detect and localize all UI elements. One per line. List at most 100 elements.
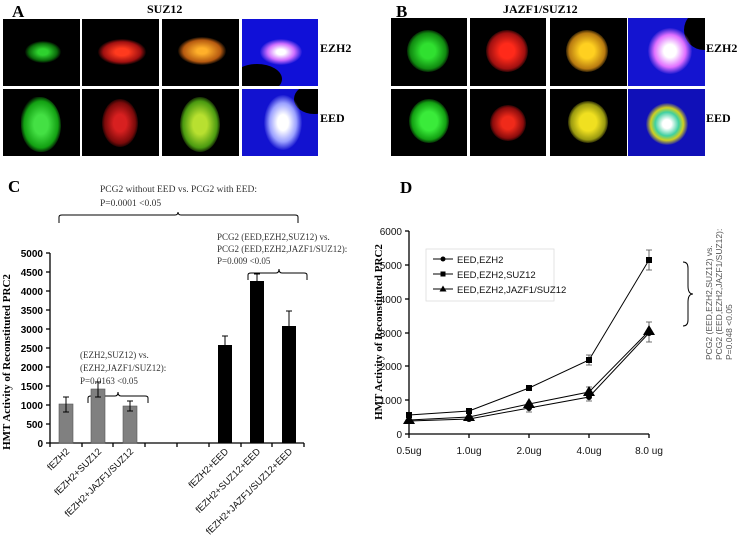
y-tick-d: 5000 [380, 261, 403, 272]
annot-left-line2: (EZH2,JAZF1/SUZ12): [80, 363, 166, 373]
row-label-b-ezh2: EZH2 [706, 41, 738, 55]
annot-top-line1: PCG2 without EED vs. PCG2 with EED: [100, 185, 257, 195]
triangle-marker [583, 386, 595, 396]
micrograph-b-ezh2-red [470, 18, 546, 86]
x-axis-d [408, 433, 650, 438]
y-axis-d [405, 230, 410, 435]
y-axis-label-c: HMT Activity of Reconstituted PRC2 [1, 274, 13, 450]
micrograph-a-ezh2-dapi-merge [242, 19, 318, 86]
y-tick-d: 2000 [380, 362, 403, 373]
side-note-d: PCG2 (EED,EZH2,SUZ12) vs. PCG2 (EED,EZH2… [704, 229, 734, 360]
micrograph-b-eed-merge [550, 89, 627, 156]
y-tick-d: 1000 [380, 396, 403, 407]
legend-label: EED,EZH2,JAZF1/SUZ12 [457, 285, 566, 296]
side-note-line2: PCG2 (EED,EZH2,JAZF1/SUZ12): [714, 229, 724, 360]
y-tick-d: 3000 [380, 329, 403, 340]
bar-fezh2-jazf1-suz12 [122, 405, 138, 444]
y-tick-d: 6000 [380, 227, 403, 238]
micrograph-a-eed-merge [162, 89, 239, 156]
square-marker [526, 385, 532, 391]
panel-b-letter: B [396, 2, 408, 21]
micrograph-b-ezh2-green [391, 18, 467, 86]
y-ticks-d: 0 1000 2000 3000 4000 5000 6000 [380, 227, 403, 441]
line-chart-d: HMT Activity of Reconstituted PRC2 0 100… [373, 227, 734, 457]
annot-left-line3: P=0.0163 <0.05 [80, 376, 138, 386]
x-tick-d: 2.0ug [516, 446, 541, 457]
row-label-a-eed: EED [320, 111, 345, 125]
legend-square-icon [440, 271, 446, 277]
error-bar [222, 335, 228, 345]
x-tick-d: 1.0ug [456, 446, 481, 457]
bracket-left [87, 391, 149, 403]
y-tick-c: 3000 [21, 325, 44, 336]
x-tick-d: 8.0 ug [635, 446, 663, 457]
row-label-a-ezh2: EZH2 [320, 41, 352, 55]
micrograph-b-ezh2-merge [550, 18, 627, 86]
x-axis-c [49, 442, 305, 447]
y-tick-c: 4500 [21, 268, 44, 279]
micrograph-b-eed-red [470, 89, 546, 156]
annot-top-line2: P=0.0001 <0.05 [100, 199, 161, 209]
y-tick-c: 4000 [21, 287, 44, 298]
x-ticks-d: 0.5ug 1.0ug 2.0ug 4.0ug 8.0 ug [396, 446, 662, 457]
brace-right [682, 261, 694, 327]
annot-left-line1: (EZH2,SUZ12) vs. [80, 350, 149, 360]
micrograph-a-eed-green [3, 89, 80, 156]
bars-c [58, 273, 296, 444]
panel-b-title: JAZF1/SUZ12 [503, 2, 578, 16]
x-label-c: fEZH2 [45, 446, 72, 473]
y-tick-c: 1500 [21, 382, 44, 393]
y-tick-c: 1000 [21, 401, 44, 412]
bar-fezh2-jazf1-suz12-eed [282, 326, 296, 443]
error-bar [286, 310, 292, 326]
y-tick-d: 0 [396, 430, 402, 441]
error-bar [254, 273, 260, 281]
triangle-marker [403, 414, 415, 424]
error-bar [63, 396, 69, 413]
micrograph-a-ezh2-red [82, 19, 159, 86]
legend-label: EED,EZH2 [457, 255, 503, 266]
y-tick-c: 2000 [21, 363, 44, 374]
bracket-top [58, 211, 299, 223]
legend-circle-icon [440, 256, 446, 262]
x-tick-d: 4.0ug [576, 446, 601, 457]
markers-eed-ezh2 [406, 330, 652, 424]
bar-fezh2-suz12-eed [250, 281, 264, 443]
micrograph-a-eed-red [82, 89, 159, 156]
panel-a-title: SUZ12 [147, 2, 183, 16]
triangle-marker [523, 398, 535, 408]
y-tick-c: 5000 [21, 249, 44, 260]
bar-chart-c: PCG2 without EED vs. PCG2 with EED: P=0.… [1, 185, 347, 537]
side-note-line1: PCG2 (EED,EZH2,SUZ12) vs. [704, 245, 714, 360]
micrograph-b-eed-green [391, 89, 467, 156]
square-marker [646, 257, 652, 263]
x-tick-d: 0.5ug [396, 446, 421, 457]
y-tick-c: 500 [26, 420, 43, 431]
y-axis-c [46, 252, 51, 444]
y-tick-c: 0 [37, 439, 43, 450]
y-axis-label-d: HMT Activity of Reconstituted PRC2 [373, 244, 385, 420]
micrograph-a-ezh2-green [3, 19, 80, 86]
y-tick-c: 3500 [21, 306, 44, 317]
legend-d: EED,EZH2 EED,EZH2,SUZ12 EED,EZH2,JAZF1/S… [425, 248, 566, 302]
micrograph-a-ezh2-merge [162, 19, 239, 86]
x-labels-c: fEZH2 fEZH2+SUZ12 fEZH2+JAZF1/SUZ12 fEZH… [45, 446, 295, 537]
bracket-right [247, 268, 308, 280]
legend-label: EED,EZH2,SUZ12 [457, 270, 536, 281]
square-marker [586, 357, 592, 363]
annot-right-line1: PCG2 (EED,EZH2,SUZ12) vs. [217, 232, 330, 242]
panel-a-letter: A [12, 2, 25, 21]
legend-box [425, 248, 555, 302]
y-tick-d: 4000 [380, 295, 403, 306]
side-note-line3: P=0.048 <0.05 [724, 304, 734, 360]
triangle-marker [643, 325, 655, 335]
y-ticks-c: 0 500 1000 1500 2000 2500 3000 3500 4000… [21, 249, 44, 450]
annot-right-line3: P=0.009 <0.05 [217, 256, 271, 266]
bar-fezh2-eed [218, 345, 232, 443]
error-bar [127, 400, 133, 412]
error-bar [95, 381, 101, 398]
y-tick-c: 2500 [21, 344, 44, 355]
panel-d-letter: D [400, 178, 413, 197]
panel-c-letter: C [8, 177, 21, 196]
micrograph-b-ezh2-dapi-merge [628, 18, 705, 86]
